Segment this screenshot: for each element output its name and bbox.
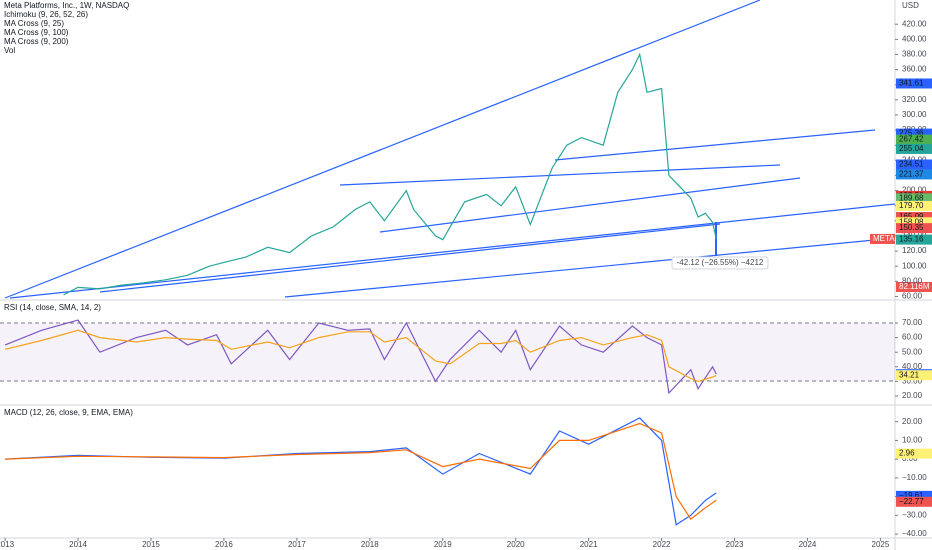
symbol-tag-label: META — [873, 234, 895, 243]
indicator-label: MA Cross (9, 25) — [4, 19, 64, 28]
trend-line — [379, 177, 801, 233]
x-tick-label: 2020 — [507, 540, 525, 549]
indicator-label: Vol — [4, 46, 15, 55]
price-tag-label: −19.61 — [899, 491, 924, 500]
x-tick-label: 2015 — [142, 540, 160, 549]
price-line — [63, 52, 717, 296]
price-tag — [896, 223, 932, 234]
price-tag-label: 267.42 — [899, 135, 924, 144]
trend-line — [339, 164, 781, 186]
y-tick-label: 320.00 — [902, 95, 927, 104]
x-tick-label: 2016 — [215, 540, 233, 549]
x-tick-label: 2017 — [288, 540, 306, 549]
price-tag-label: 165.09 — [899, 212, 924, 221]
price-tag-label: 2.96 — [899, 449, 915, 458]
trend-line — [554, 129, 876, 161]
price-tag-label: 275.36 — [899, 129, 924, 138]
price-tag-label: 189.68 — [899, 193, 924, 202]
price-tag-label: 179.70 — [899, 201, 924, 210]
y-tick-label: 100.00 — [902, 261, 927, 270]
y-tick-label: 40.00 — [902, 362, 923, 371]
price-tag-label: −22.77 — [899, 497, 924, 506]
y-tick-label: 50.00 — [902, 347, 923, 356]
x-tick-label: 2018 — [361, 540, 379, 549]
price-tag-label: 34.21 — [899, 370, 920, 379]
symbol-tag — [870, 233, 895, 244]
y-tick-label: 360.00 — [902, 65, 927, 74]
price-tag — [896, 193, 932, 204]
price-tag — [896, 169, 932, 180]
x-tick-label: 2021 — [580, 540, 598, 549]
price-tag — [896, 496, 932, 507]
price-tag-label: 341.61 — [899, 79, 924, 88]
y-tick-label: 380.00 — [902, 50, 927, 59]
price-tag-label: 255.04 — [899, 144, 924, 153]
y-tick-label: −40.00 — [902, 529, 927, 538]
rsi-line — [4, 319, 717, 395]
measure-label: -42.12 (−26.55%) −4212 — [677, 258, 764, 267]
indicator-label: Ichimoku (9, 26, 52, 26) — [4, 10, 88, 19]
indicator-label: MA Cross (9, 200) — [4, 37, 69, 46]
price-tag — [896, 143, 932, 154]
y-tick-label: −30.00 — [902, 510, 927, 519]
y-tick-label: 120.00 — [902, 246, 927, 255]
y-tick-label: 300.00 — [902, 110, 927, 119]
trend-line — [4, 0, 761, 299]
y-tick-label: 20.00 — [902, 391, 923, 400]
x-tick-label: 2019 — [434, 540, 452, 549]
price-tag — [896, 159, 932, 170]
signal-line — [5, 422, 717, 520]
y-tick-label: 400.00 — [902, 34, 927, 43]
price-tag — [896, 134, 932, 145]
y-tick-label: 10.00 — [902, 436, 923, 445]
volume-label: 82.116M — [899, 282, 930, 291]
price-tag-label: 158.08 — [899, 217, 924, 226]
measure-box — [671, 256, 769, 270]
indicator-label: MA Cross (9, 100) — [4, 28, 69, 37]
y-tick-label: 80.00 — [902, 276, 923, 285]
x-tick-label: 2025 — [872, 540, 890, 549]
x-tick-label: 2023 — [726, 540, 744, 549]
price-tag-label: 221.37 — [899, 170, 924, 179]
trend-lines — [4, 0, 896, 299]
y-tick-label: 420.00 — [902, 19, 927, 28]
trend-line — [9, 203, 896, 299]
x-tick-label: 2013 — [0, 540, 15, 549]
pane-title: MACD (12, 26, close, 9, EMA, EMA) — [4, 408, 133, 417]
price-tag — [896, 78, 932, 89]
currency-label: USD — [902, 1, 919, 10]
volume-tag — [896, 282, 932, 292]
y-tick-label: 70.00 — [902, 318, 923, 327]
rsi-band — [0, 323, 895, 381]
y-tick-label: 20.00 — [902, 417, 923, 426]
price-tag-label: 135.16 — [899, 235, 924, 244]
price-tag — [896, 217, 932, 228]
y-tick-label: 60.00 — [902, 292, 923, 301]
x-tick-label: 2014 — [69, 540, 87, 549]
price-tag — [896, 211, 932, 222]
trend-line — [284, 237, 896, 298]
y-tick-label: −10.00 — [902, 473, 927, 482]
price-tag — [896, 234, 932, 245]
rsi-sma-line — [4, 329, 717, 383]
price-tag-label: 150.35 — [899, 223, 924, 232]
price-tag — [896, 448, 932, 459]
x-tick-label: 2024 — [799, 540, 817, 549]
pane-title: RSI (14, close, SMA, 14, 2) — [4, 303, 101, 312]
y-tick-label: 60.00 — [902, 333, 923, 342]
price-tag — [896, 128, 932, 139]
symbol-title: Meta Platforms, Inc., 1W, NASDAQ — [4, 1, 129, 10]
price-tag — [896, 490, 932, 501]
y-tick-label: 30.00 — [902, 376, 923, 385]
y-tick-label: 200.00 — [902, 186, 927, 195]
x-tick-label: 2022 — [653, 540, 671, 549]
price-tag — [896, 370, 932, 381]
trend-line — [99, 223, 721, 293]
y-tick-label: 0.00 — [902, 454, 918, 463]
price-tag-label: 234.51 — [899, 160, 924, 169]
price-tag — [896, 200, 932, 211]
